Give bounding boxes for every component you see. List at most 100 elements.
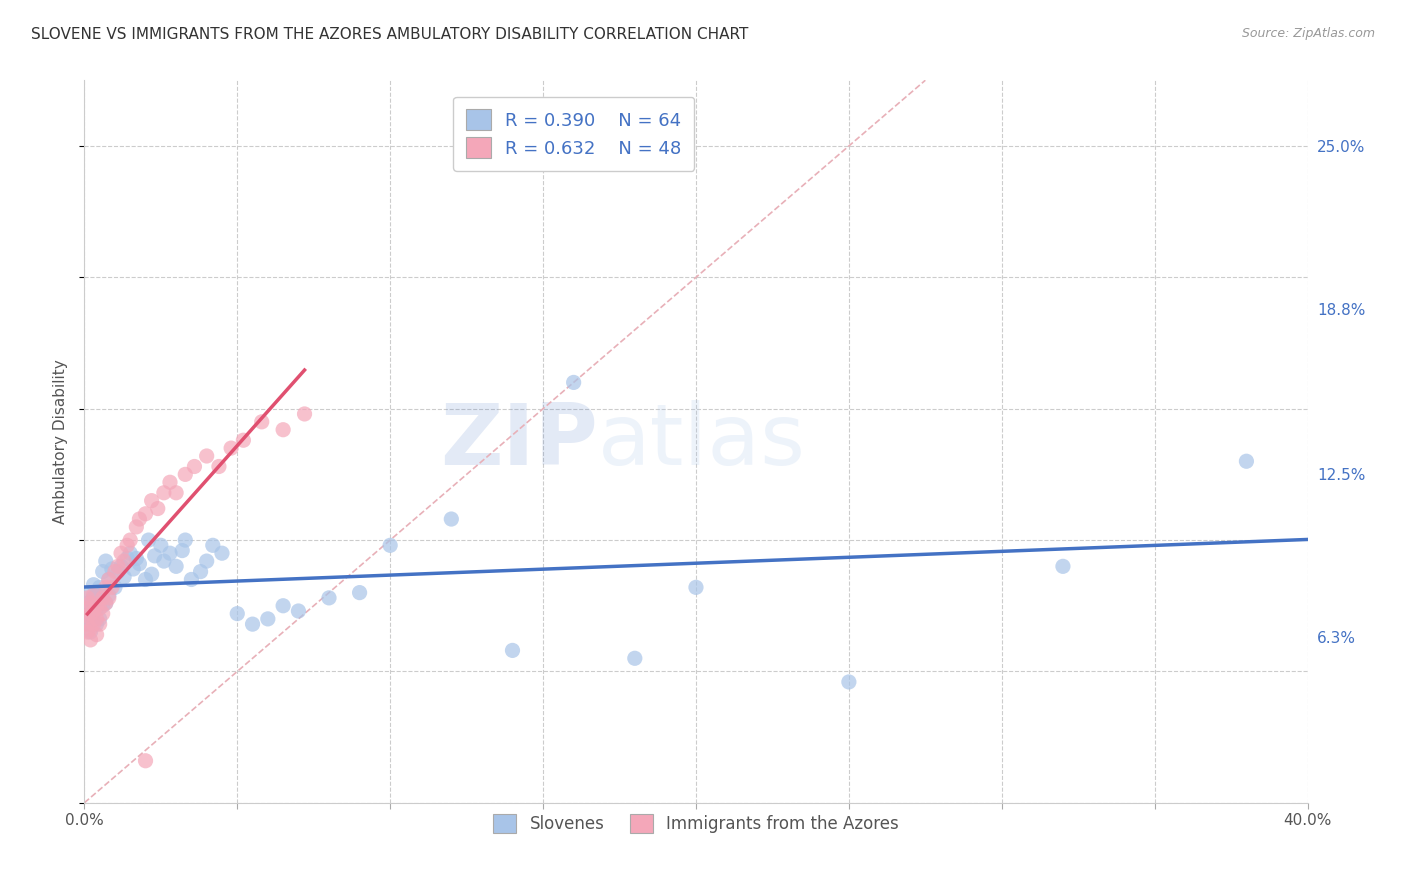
Point (83, 588, 105, 602)
Point (502, 643, 524, 657)
Point (97, 573, 120, 587)
Point (153, 485, 176, 500)
Point (94, 596, 117, 610)
Point (135, 754, 157, 768)
Point (79, 607, 101, 621)
Point (219, 441, 242, 455)
Point (86, 599, 108, 613)
Point (208, 459, 231, 474)
Point (79, 596, 101, 610)
Point (112, 570, 135, 584)
Point (174, 533, 197, 547)
Point (143, 549, 166, 563)
Point (271, 599, 294, 613)
Text: ZIP: ZIP (440, 400, 598, 483)
Point (149, 538, 172, 552)
Point (110, 546, 132, 560)
Point (104, 580, 127, 594)
Point (287, 604, 309, 618)
Point (141, 493, 163, 508)
Point (562, 376, 585, 390)
Point (101, 580, 124, 594)
Point (76, 625, 98, 640)
Point (838, 675, 860, 690)
Point (91, 585, 114, 599)
Point (97, 573, 120, 587)
Point (380, 538, 402, 552)
Point (232, 434, 254, 448)
Point (91, 565, 114, 579)
Point (174, 467, 197, 482)
Point (107, 559, 129, 574)
Point (76, 596, 98, 610)
Point (318, 591, 340, 605)
Point (79, 625, 101, 640)
Point (180, 573, 202, 587)
Point (122, 562, 145, 576)
Point (294, 407, 316, 421)
Point (86, 612, 108, 626)
Point (86, 588, 108, 602)
Point (112, 554, 135, 568)
Point (86, 617, 108, 632)
Point (76, 601, 98, 615)
Point (165, 559, 187, 574)
Point (159, 546, 181, 560)
Point (76, 609, 98, 624)
Point (195, 554, 218, 568)
Point (159, 475, 181, 490)
Point (76, 591, 98, 605)
Point (97, 591, 120, 605)
Legend: Slovenes, Immigrants from the Azores: Slovenes, Immigrants from the Azores (481, 803, 911, 845)
Point (195, 449, 218, 463)
Point (128, 512, 150, 526)
Point (135, 573, 157, 587)
Point (79, 612, 101, 626)
Point (89, 601, 111, 615)
Point (89, 617, 111, 632)
Point (86, 627, 108, 641)
Text: atlas: atlas (598, 400, 806, 483)
Point (120, 546, 142, 560)
Point (153, 554, 176, 568)
Text: SLOVENE VS IMMIGRANTS FROM THE AZORES AMBULATORY DISABILITY CORRELATION CHART: SLOVENE VS IMMIGRANTS FROM THE AZORES AM… (31, 27, 748, 42)
Point (115, 551, 138, 566)
Point (79, 585, 101, 599)
Point (250, 415, 273, 429)
Point (79, 599, 101, 613)
Point (125, 520, 148, 534)
Point (257, 612, 280, 626)
Point (125, 551, 148, 566)
Point (83, 607, 105, 621)
Point (271, 423, 294, 437)
Point (190, 565, 212, 579)
Point (1236, 454, 1258, 468)
Point (107, 565, 129, 579)
Point (349, 585, 371, 599)
Point (97, 588, 120, 602)
Point (211, 546, 233, 560)
Point (135, 507, 157, 521)
Point (91, 599, 114, 613)
Point (128, 557, 150, 571)
Y-axis label: Ambulatory Disability: Ambulatory Disability (53, 359, 69, 524)
Point (138, 533, 160, 547)
Point (89, 612, 111, 626)
Point (83, 591, 105, 605)
Point (685, 580, 707, 594)
Point (94, 580, 117, 594)
Point (226, 607, 249, 621)
Point (165, 485, 187, 500)
Point (242, 617, 264, 632)
Point (79, 632, 101, 647)
Point (83, 617, 105, 632)
Point (104, 565, 127, 579)
Point (101, 562, 124, 576)
Point (440, 512, 463, 526)
Point (76, 609, 98, 624)
Point (94, 596, 117, 610)
Point (146, 501, 169, 516)
Point (183, 459, 205, 474)
Point (91, 607, 114, 621)
Point (115, 538, 138, 552)
